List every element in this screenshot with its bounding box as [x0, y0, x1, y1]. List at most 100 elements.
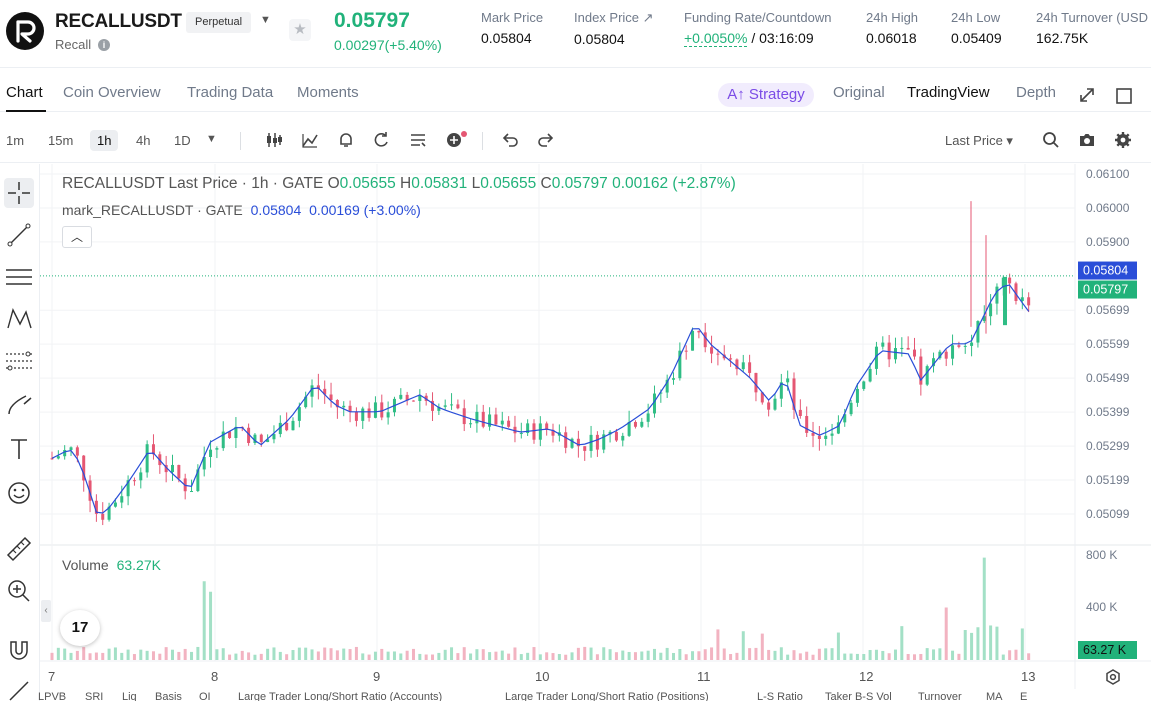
camera-icon[interactable]: [1077, 130, 1097, 150]
text-tool-icon[interactable]: [4, 434, 34, 464]
indicator-tab[interactable]: Liq: [122, 691, 137, 701]
symbol-title[interactable]: RECALLUSDT: [55, 11, 182, 32]
tradingview-logo[interactable]: 17: [60, 610, 100, 646]
tab-original[interactable]: Original: [833, 84, 885, 101]
search-icon[interactable]: [1041, 130, 1061, 150]
volume-bar: [75, 650, 79, 660]
indicator-tab[interactable]: Large Trader Long/Short Ratio (Positions…: [505, 691, 709, 701]
volume-bar: [710, 647, 714, 660]
legend-l-label: L: [471, 175, 481, 192]
pattern-tool-icon[interactable]: [4, 304, 34, 334]
indicator-tab[interactable]: Basis: [155, 691, 182, 701]
lock-drawing-icon[interactable]: [4, 674, 34, 701]
candle-body: [786, 378, 790, 383]
indicator-tab[interactable]: Turnover: [918, 691, 962, 701]
tab-depth[interactable]: Depth: [1016, 84, 1057, 101]
tab-coin-overview[interactable]: Coin Overview: [63, 84, 161, 101]
stat-index-price[interactable]: Index Price ↗ 0.05804: [574, 10, 654, 47]
indicator-tab[interactable]: L-S Ratio: [757, 691, 803, 701]
expand-icon[interactable]: [1078, 86, 1096, 109]
symbol-dropdown-icon[interactable]: ▼: [260, 14, 271, 26]
settings-gear-icon[interactable]: [1113, 130, 1133, 150]
volume-bar: [633, 652, 637, 660]
volume-bar: [589, 647, 593, 660]
timeframe-1h[interactable]: 1h: [90, 130, 119, 151]
favorite-star-icon[interactable]: ★: [289, 19, 311, 41]
indicator-tab[interactable]: Large Trader Long/Short Ratio (Accounts): [238, 691, 443, 701]
legend-o-label: O: [327, 175, 340, 192]
indicators-icon[interactable]: [300, 130, 320, 150]
tab-trading-data[interactable]: Trading Data: [187, 84, 274, 101]
fib-tool-icon[interactable]: [4, 346, 34, 376]
strategy-button[interactable]: A↑ Strategy: [718, 83, 814, 107]
candle-type-icon[interactable]: [264, 130, 284, 150]
candle-body: [120, 496, 124, 503]
volume-bar: [995, 626, 999, 660]
tab-moments[interactable]: Moments: [297, 84, 359, 101]
candle-body: [760, 392, 764, 403]
window-mode-icon[interactable]: [1116, 88, 1132, 109]
magnet-icon[interactable]: [4, 634, 34, 664]
chart-toolbar: 1m 15m 1h 4h 1D ▼ Last Price ▾: [0, 118, 1151, 163]
candle-body: [202, 456, 206, 470]
indicator-tab[interactable]: E: [1020, 691, 1028, 701]
volume-bar: [893, 649, 897, 660]
templates-icon[interactable]: [408, 130, 428, 150]
volume-bar: [335, 650, 339, 660]
legend-change: 0.00162 (+2.87%): [612, 175, 736, 192]
price-type-select[interactable]: Last Price ▾: [945, 133, 1013, 148]
price-chart[interactable]: 0.06100 0.06000 0.05900 0.05699 0.05599 0.054…: [40, 164, 1151, 701]
crosshair-icon[interactable]: [4, 178, 34, 208]
timeframe-1d[interactable]: 1D: [174, 133, 191, 148]
volume-bar: [684, 654, 688, 660]
funding-rate-value[interactable]: +0.0050%: [684, 30, 748, 47]
timeframe-1m[interactable]: 1m: [6, 133, 25, 148]
redo-icon[interactable]: [536, 130, 556, 150]
tab-chart[interactable]: Chart: [6, 84, 43, 101]
candle-body: [824, 435, 828, 439]
candle-body: [697, 330, 701, 333]
panel-collapse-handle[interactable]: ‹: [41, 600, 51, 622]
stat-label: 24h Low: [951, 10, 1001, 25]
volume-bar: [640, 651, 644, 660]
candle-body: [678, 350, 682, 379]
brush-icon[interactable]: [4, 390, 34, 420]
volume-bar: [608, 649, 612, 660]
alert-bell-icon[interactable]: [336, 130, 356, 150]
indicator-tab[interactable]: Taker B-S Vol: [825, 691, 892, 701]
timeframe-4h[interactable]: 4h: [136, 133, 151, 148]
horizontal-lines-icon[interactable]: [4, 262, 34, 292]
candle-body: [887, 342, 891, 360]
undo-icon[interactable]: [500, 130, 520, 150]
trend-line-icon[interactable]: [4, 220, 34, 250]
contract-type-badge: Perpetual: [186, 12, 252, 33]
mark-legend: mark_RECALLUSDT · GATE 0.05804 0.00169 (…: [62, 202, 421, 218]
toolbar-divider: [482, 132, 483, 150]
candle-body: [107, 506, 111, 520]
add-plus-icon[interactable]: [444, 130, 467, 150]
zoom-in-icon[interactable]: [4, 576, 34, 606]
candle-body: [659, 392, 663, 394]
timeframe-dropdown-icon[interactable]: ▼: [206, 133, 217, 145]
ruler-icon[interactable]: [4, 534, 34, 564]
tab-tradingview[interactable]: TradingView: [907, 84, 990, 101]
candle-body: [855, 388, 859, 403]
chart-settings-icon[interactable]: [1104, 668, 1122, 691]
indicator-tab[interactable]: MA: [986, 691, 1003, 701]
volume-bar: [202, 581, 206, 660]
replay-icon[interactable]: [371, 130, 391, 150]
indicator-tab[interactable]: LPVB: [38, 691, 67, 701]
candle-body: [595, 434, 599, 450]
indicator-tab[interactable]: OI: [199, 691, 211, 701]
volume-bar: [564, 654, 568, 660]
volume-label: Volume: [62, 557, 109, 573]
candle-body: [88, 480, 92, 501]
collapse-legend-button[interactable]: ︿: [62, 226, 92, 248]
indicator-tab[interactable]: SRI: [85, 691, 104, 701]
candle-body: [868, 368, 872, 382]
info-icon[interactable]: i: [98, 39, 110, 51]
emoji-icon[interactable]: [4, 478, 34, 508]
timeframe-15m[interactable]: 15m: [48, 133, 74, 148]
time-tick-label: 11: [697, 669, 711, 684]
volume-bar: [944, 607, 948, 660]
